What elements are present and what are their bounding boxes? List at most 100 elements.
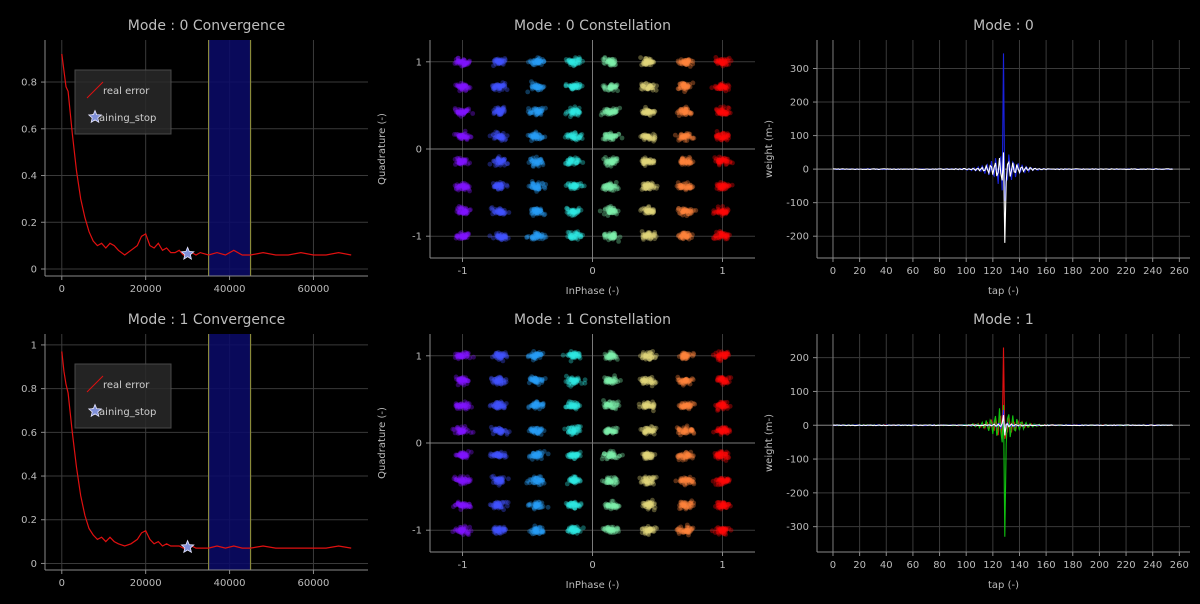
constellation-point [532, 211, 537, 216]
constellation-point [576, 61, 581, 66]
constellation-point [571, 353, 576, 358]
constellation-point [640, 530, 645, 535]
constellation-point [681, 206, 686, 211]
constellation-point [677, 82, 682, 87]
legend-box [75, 70, 171, 134]
constellation-point [461, 63, 466, 68]
constellation-point [500, 477, 505, 482]
constellation-point [578, 529, 583, 534]
constellation-point [460, 504, 465, 509]
constellation-point [602, 56, 607, 61]
constellation-point [503, 138, 508, 143]
constellation-point [576, 429, 581, 434]
constellation-point [450, 529, 455, 534]
constellation-point [719, 109, 724, 114]
constellation-point [576, 109, 581, 114]
constellation-point [459, 230, 464, 235]
constellation-point [488, 453, 493, 458]
x-tick-label: 0 [830, 266, 836, 277]
constellation-point [495, 378, 500, 383]
y-tick-label: 0.2 [21, 218, 37, 229]
constellation-point [639, 480, 644, 485]
constellation-point [716, 209, 721, 214]
x-tick-label: 140 [1010, 266, 1029, 277]
constellation-point [506, 476, 511, 481]
constellation-point [538, 84, 543, 89]
y-tick-label: -200 [786, 232, 809, 243]
constellation-point [467, 502, 472, 507]
constellation-point [645, 59, 650, 64]
constellation-point [499, 111, 504, 116]
constellation-point [465, 235, 470, 240]
x-tick-label: 120 [983, 266, 1002, 277]
constellation-point [651, 234, 656, 239]
constellation-point [714, 108, 719, 113]
constellation-point [453, 453, 458, 458]
constellation-point [531, 162, 536, 167]
constellation-point [464, 453, 469, 458]
constellation-cluster [640, 229, 659, 242]
constellation-point [492, 209, 497, 214]
constellation-point [721, 183, 726, 188]
constellation-point [614, 83, 619, 88]
x-tick-label: 40000 [214, 578, 246, 589]
constellation-point [649, 402, 654, 407]
x-tick-label: 1 [719, 560, 725, 571]
constellation-point [535, 112, 540, 117]
constellation-point [608, 530, 613, 535]
constellation-point [467, 208, 472, 213]
chart-title: Mode : 0 [973, 18, 1034, 34]
constellation-point [530, 375, 535, 380]
constellation-point [530, 457, 535, 462]
constellation-point [568, 233, 573, 238]
constellation-point [457, 377, 462, 382]
constellation-point [499, 454, 504, 459]
constellation-point [680, 162, 685, 167]
y-tick-label: 1 [31, 340, 37, 351]
constellation-point [539, 184, 544, 189]
constellation-point [529, 79, 534, 84]
constellation-point [501, 359, 506, 364]
constellation-point [571, 381, 576, 386]
constellation-point [488, 162, 493, 167]
x-tick-label: 20000 [130, 578, 162, 589]
constellation-point [607, 182, 612, 187]
constellation-point [495, 428, 500, 433]
constellation-point [525, 90, 530, 95]
y-tick-label: 0.4 [21, 171, 37, 182]
constellation-point [643, 183, 648, 188]
constellation-point [491, 431, 496, 436]
constellation-point [611, 137, 616, 142]
constellation-point [543, 106, 548, 111]
constellation-point [650, 476, 655, 481]
constellation-point [681, 133, 686, 138]
constellation-point [537, 137, 542, 142]
constellation-point [504, 183, 509, 188]
constellation-point [499, 209, 504, 214]
x-tick-label: 240 [1143, 266, 1162, 277]
y-tick-label: -1 [412, 526, 422, 537]
constellation-point [564, 84, 569, 89]
constellation-point [650, 384, 655, 389]
constellation-point [533, 528, 538, 533]
constellation-point [568, 133, 573, 138]
constellation-point [615, 156, 620, 161]
constellation-point [464, 378, 469, 383]
x-tick-label: 100 [957, 266, 976, 277]
constellation-point [504, 401, 509, 406]
chart-title: Mode : 1 Constellation [514, 312, 671, 328]
constellation-point [502, 528, 507, 533]
y-tick-label: 200 [790, 98, 809, 109]
constellation-point [529, 207, 534, 212]
y-tick-label: 0.8 [21, 384, 37, 395]
constellation-point [647, 505, 652, 510]
constellation-point [684, 85, 689, 90]
constellation-point [540, 402, 545, 407]
x-tick-label: 200 [1090, 266, 1109, 277]
constellation-point [536, 378, 541, 383]
constellation-point [676, 206, 681, 211]
y-tick-label: 0 [31, 559, 37, 570]
x-tick-label: 0 [59, 284, 65, 295]
